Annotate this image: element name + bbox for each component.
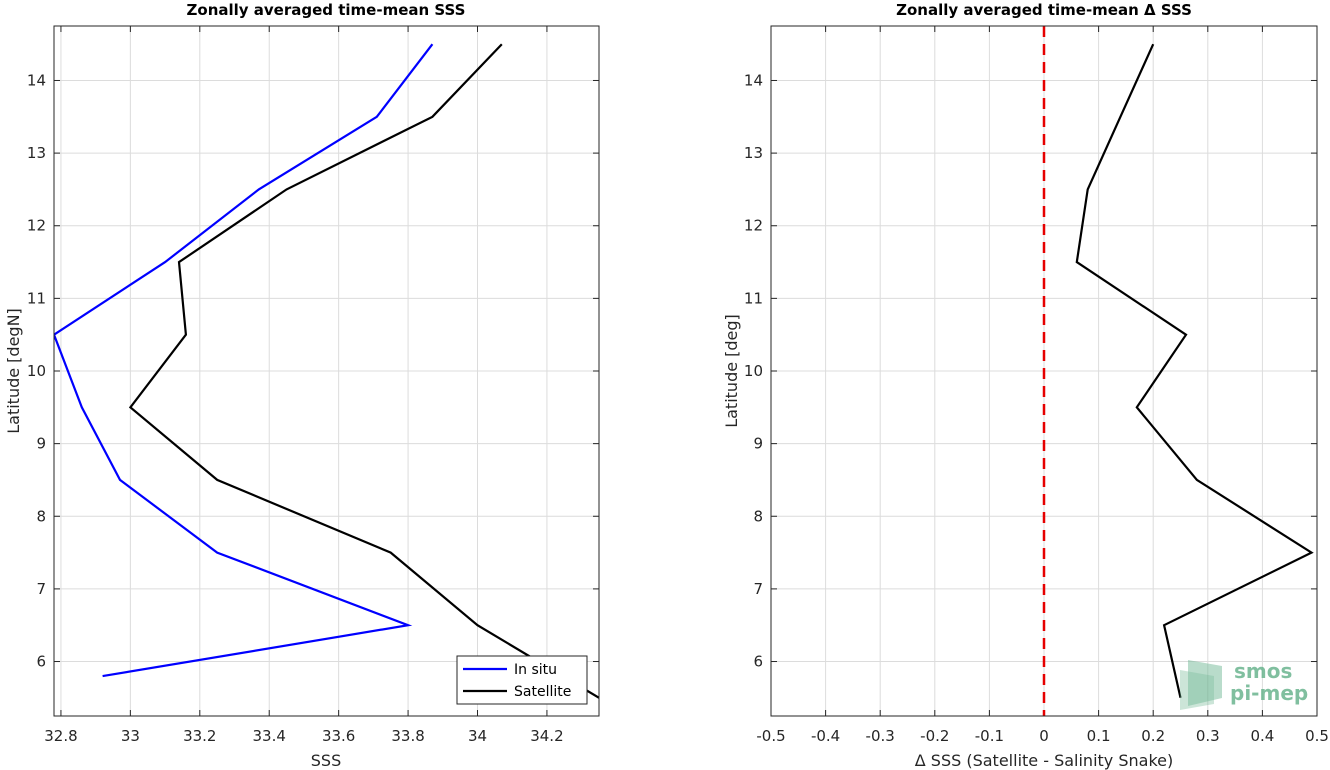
x-tick-label: 0.3 bbox=[1196, 727, 1220, 745]
x-tick-label: 33.2 bbox=[183, 727, 216, 745]
legend-entry: In situ bbox=[514, 662, 557, 678]
y-tick-label: 14 bbox=[27, 71, 46, 89]
y-tick-label: 6 bbox=[36, 653, 46, 671]
y-axis-label: Latitude [deg] bbox=[722, 314, 741, 428]
axes-frame bbox=[53, 25, 600, 717]
x-tick-label: 33.6 bbox=[322, 727, 355, 745]
logo-wave-shape bbox=[1180, 670, 1214, 710]
series-line-satellite bbox=[128, 43, 599, 699]
y-tick-label: 7 bbox=[753, 580, 763, 598]
legend: In situ Satellite bbox=[456, 655, 588, 705]
chart-title: Zonally averaged time-mean Δ SSS bbox=[896, 1, 1192, 19]
y-tick-label: 13 bbox=[27, 144, 46, 162]
series-line-in-situ bbox=[54, 43, 434, 678]
chart-panel-1: 32.8 33 33.2 33.4 33.6 33.8 34 34.2 6 7 8 9 10 11 12 13… bbox=[4, 1, 600, 770]
x-tick-label: -0.3 bbox=[866, 727, 895, 745]
chart-title: Zonally averaged time-mean SSS bbox=[187, 1, 466, 19]
y-tick-label: 11 bbox=[27, 289, 46, 307]
y-tick-label: 14 bbox=[744, 71, 763, 89]
legend-entry: Satellite bbox=[514, 684, 571, 700]
x-tick-label: -0.5 bbox=[756, 727, 785, 745]
x-axis-label: Δ SSS (Satellite - Salinity Snake) bbox=[915, 751, 1173, 770]
x-tick-label: 0.2 bbox=[1141, 727, 1165, 745]
x-tick-label: 34.2 bbox=[530, 727, 563, 745]
legend-box bbox=[456, 655, 588, 705]
x-tick-label: 0.4 bbox=[1250, 727, 1274, 745]
y-tick-label: 12 bbox=[27, 217, 46, 235]
y-tick-label: 7 bbox=[36, 580, 46, 598]
y-tick-label: 8 bbox=[753, 507, 763, 525]
x-tick-label: -0.4 bbox=[811, 727, 840, 745]
y-tick-label: 13 bbox=[744, 144, 763, 162]
axes-frame bbox=[770, 25, 1318, 717]
y-axis-label: Latitude [degN] bbox=[4, 308, 23, 434]
y-tick-label: 9 bbox=[753, 435, 763, 453]
x-tick-label: -0.2 bbox=[920, 727, 949, 745]
y-tick-label: 10 bbox=[27, 362, 46, 380]
y-tick-label: 6 bbox=[753, 653, 763, 671]
logo-wave-shape bbox=[1188, 660, 1222, 706]
chart-panel-2: -0.5 -0.4 -0.3 -0.2 -0.1 0 0.1 0.2 0.3 0.4 0.5 6 7 8 9… bbox=[722, 1, 1329, 770]
x-tick-label: 33 bbox=[121, 727, 140, 745]
x-tick-label: 0 bbox=[1039, 727, 1049, 745]
logo-text-line2: pi-mep bbox=[1230, 681, 1308, 705]
y-tick-label: 8 bbox=[36, 507, 46, 525]
logo-text-line1: smos bbox=[1234, 659, 1292, 683]
x-tick-label: 33.4 bbox=[253, 727, 286, 745]
x-tick-label: 33.8 bbox=[391, 727, 424, 745]
x-tick-label: 34 bbox=[468, 727, 487, 745]
x-axis-label: SSS bbox=[311, 751, 341, 770]
y-tick-label: 11 bbox=[744, 289, 763, 307]
y-tick-label: 10 bbox=[744, 362, 763, 380]
series-line-1 bbox=[1075, 43, 1314, 699]
x-tick-label: 0.1 bbox=[1087, 727, 1111, 745]
x-tick-label: 0.5 bbox=[1305, 727, 1329, 745]
x-tick-label: -0.1 bbox=[975, 727, 1004, 745]
y-tick-label: 12 bbox=[744, 217, 763, 235]
x-tick-label: 32.8 bbox=[44, 727, 77, 745]
y-tick-label: 9 bbox=[36, 435, 46, 453]
